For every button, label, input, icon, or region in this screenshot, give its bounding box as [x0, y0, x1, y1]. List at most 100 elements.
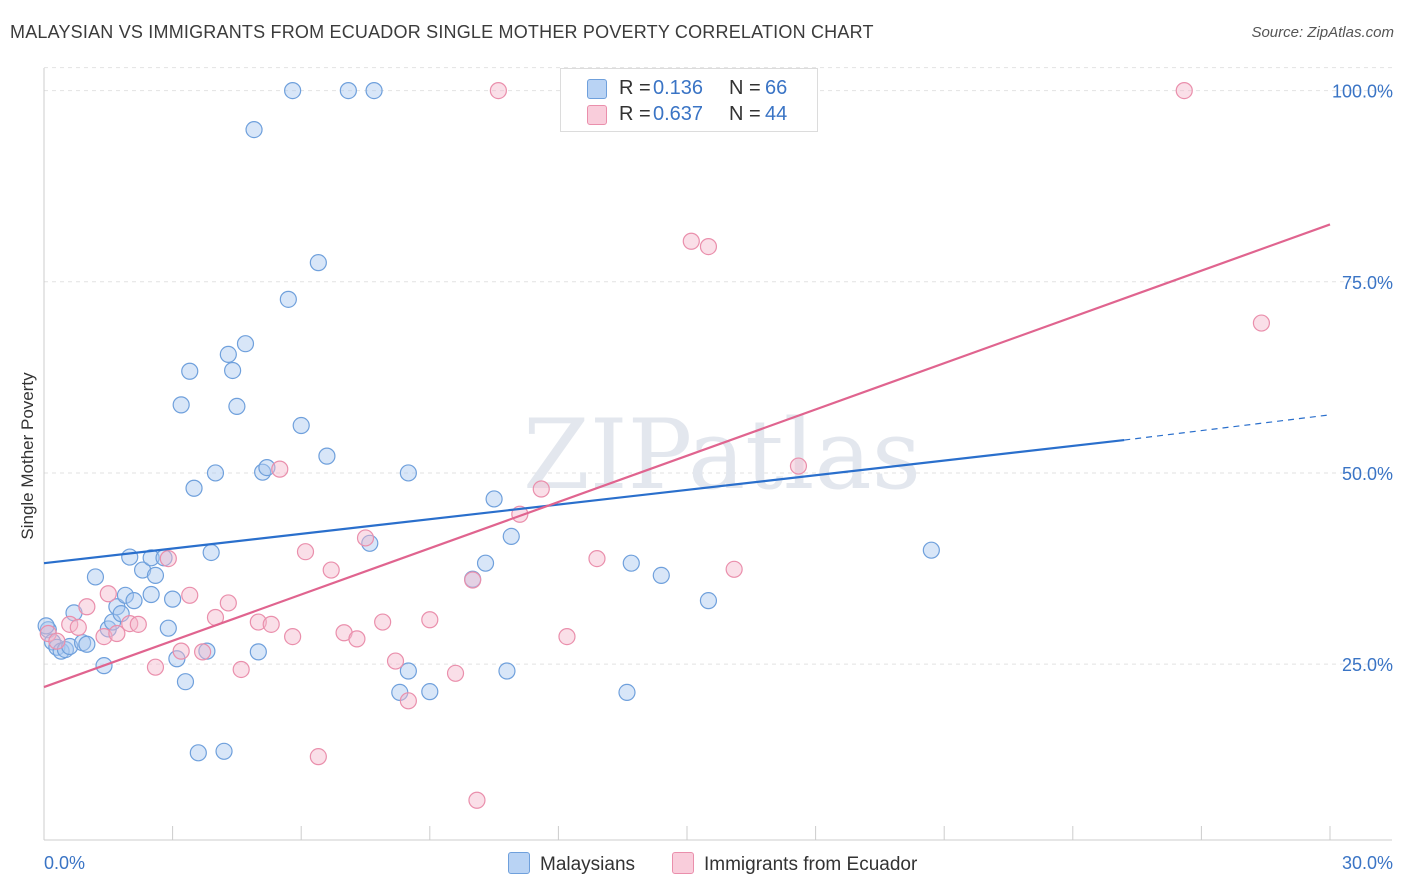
data-point — [682, 232, 700, 250]
legend-r-label: R = — [619, 77, 651, 99]
data-point — [69, 618, 87, 637]
data-point — [164, 590, 182, 608]
data-point — [262, 615, 280, 633]
data-point — [618, 683, 636, 702]
data-point — [146, 658, 165, 676]
legend-n-value: 66 — [765, 77, 788, 99]
y-tick-label: 100.0% — [1332, 82, 1393, 102]
data-point — [181, 362, 199, 380]
data-point — [322, 561, 340, 579]
data-point — [86, 568, 105, 586]
data-point — [78, 598, 96, 616]
y-tick-label: 25.0% — [1342, 655, 1393, 675]
data-point — [219, 594, 237, 612]
data-point — [558, 627, 576, 646]
data-point — [121, 548, 139, 566]
data-points — [37, 81, 1271, 809]
data-point — [232, 660, 250, 679]
data-point — [374, 613, 392, 631]
data-point — [309, 254, 327, 272]
data-point — [108, 624, 126, 643]
series-malaysians — [37, 81, 940, 762]
data-point — [121, 614, 139, 633]
data-point — [146, 566, 165, 585]
series-ecuador — [39, 81, 1271, 809]
data-point — [339, 81, 357, 100]
data-point — [468, 791, 486, 809]
data-point — [421, 683, 439, 701]
legend-label-malaysians: Malaysians — [540, 854, 636, 875]
trend-line-extension — [1124, 414, 1331, 441]
tick-labels: 25.0% 50.0% 75.0% 100.0% 0.0% 30.0% — [44, 82, 1393, 873]
data-point — [502, 527, 520, 546]
y-tick-label: 75.0% — [1342, 273, 1393, 293]
data-point — [224, 361, 242, 380]
data-point — [202, 543, 220, 562]
y-tick-label: 50.0% — [1342, 464, 1393, 484]
data-point — [142, 549, 160, 567]
trend-lines — [43, 223, 1331, 689]
data-point — [61, 637, 79, 656]
data-point — [245, 120, 263, 139]
data-point — [399, 662, 417, 680]
legend-swatch-ecuador — [672, 852, 694, 874]
data-point — [271, 460, 289, 478]
data-point — [284, 627, 302, 646]
data-point — [699, 592, 718, 610]
data-point — [249, 643, 267, 661]
data-point — [219, 345, 237, 364]
legend-r-value: 0.637 — [653, 103, 704, 125]
legend-n-value: 44 — [765, 103, 788, 125]
x-tick-label: 0.0% — [44, 853, 85, 873]
data-point — [489, 81, 507, 100]
data-point — [284, 81, 302, 100]
data-point — [159, 549, 177, 568]
x-tick-label: 30.0% — [1342, 853, 1393, 873]
data-point — [176, 673, 195, 691]
data-point — [206, 464, 225, 482]
data-point — [1252, 314, 1271, 332]
data-point — [399, 464, 417, 482]
data-point — [95, 627, 113, 646]
trend-line — [43, 223, 1331, 689]
data-point — [215, 742, 233, 760]
data-point — [133, 561, 152, 579]
source-label: Source: ZipAtlas.com — [1251, 24, 1394, 41]
legend-item-malaysians: Malaysians — [508, 852, 635, 876]
grid-lines — [44, 67, 1392, 665]
data-point — [485, 490, 503, 508]
stats-legend: R = 0.136 N = 66 R = 0.637 N = 44 — [560, 68, 818, 132]
data-point — [194, 643, 212, 661]
y-axis-title: Single Mother Poverty — [18, 372, 37, 540]
data-point — [652, 566, 670, 585]
data-point — [292, 416, 310, 435]
legend-label-ecuador: Immigrants from Ecuador — [704, 854, 918, 875]
legend-n-label: N = — [729, 103, 761, 125]
data-point — [172, 642, 190, 660]
legend-item-ecuador: Immigrants from Ecuador — [672, 852, 917, 876]
data-point — [125, 592, 143, 610]
data-point — [365, 81, 383, 100]
data-point — [172, 396, 190, 414]
data-point — [699, 237, 718, 256]
legend-r-value: 0.136 — [653, 77, 704, 99]
data-point — [309, 748, 327, 766]
data-point — [498, 662, 516, 680]
data-point — [185, 479, 203, 497]
data-point — [116, 586, 135, 604]
data-point — [476, 554, 495, 572]
data-point — [588, 549, 606, 568]
data-point — [356, 529, 375, 547]
chart-title: MALAYSIAN VS IMMIGRANTS FROM ECUADOR SIN… — [10, 22, 874, 42]
data-point — [446, 664, 465, 682]
data-point — [922, 541, 940, 559]
data-point — [236, 335, 255, 353]
legend-r-label: R = — [619, 103, 651, 125]
legend-n-label: N = — [729, 77, 761, 99]
data-point — [296, 543, 315, 561]
data-point — [725, 560, 743, 578]
data-point — [228, 397, 246, 416]
data-point — [532, 480, 550, 498]
data-point — [99, 585, 117, 603]
